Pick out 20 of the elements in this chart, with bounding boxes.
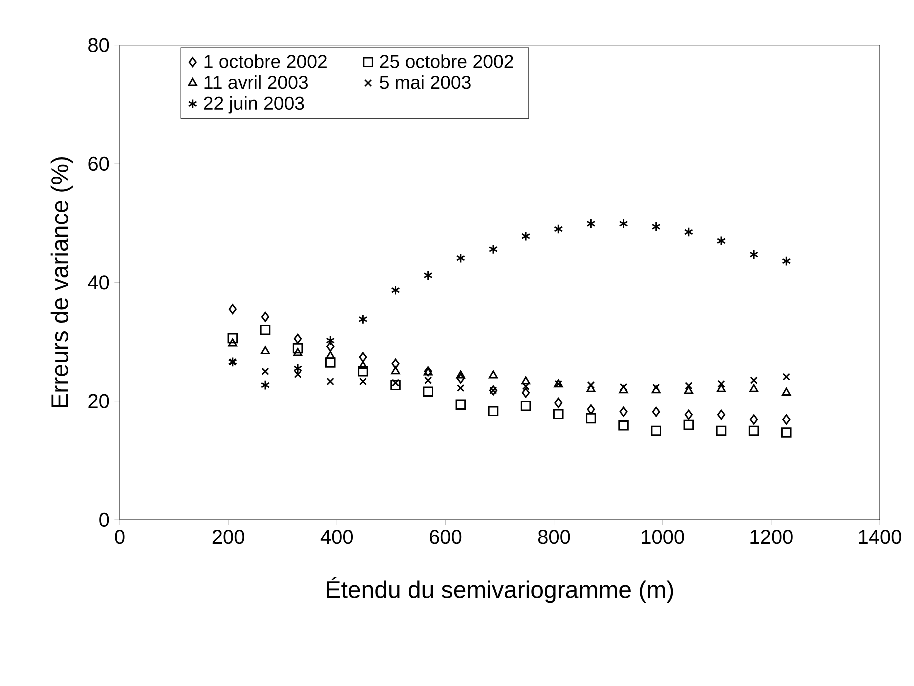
y-tick-label: 80: [88, 38, 110, 52]
x-tick-label: 600: [430, 530, 462, 544]
y-tick-label: 0: [100, 512, 110, 528]
x-tick-label: 1000: [642, 530, 684, 544]
x-tick-label: 1400: [859, 530, 902, 544]
x-tick-label: 1200: [750, 530, 793, 544]
legend-label: 11 avril 2003: [204, 76, 308, 90]
y-tick-label: 40: [88, 276, 110, 290]
legend-label: 5 mai 2003: [380, 76, 471, 90]
x-axis-title: Étendu du semivariogramme (m): [327, 577, 674, 604]
legend-label: 22 juin 2003: [204, 96, 304, 114]
x-tick-label: 400: [320, 530, 354, 544]
y-axis-title: Erreurs de variance (%): [50, 158, 74, 408]
y-tick-label: 20: [88, 394, 110, 408]
y-tick-label: 60: [88, 156, 110, 172]
x-tick-label: 0: [115, 530, 125, 544]
x-tick-label: 200: [212, 530, 244, 544]
legend-label: 25 octobre 2002: [380, 54, 514, 68]
legend-label: 1 octobre 2002: [204, 54, 327, 68]
x-tick-label: 800: [538, 530, 570, 544]
